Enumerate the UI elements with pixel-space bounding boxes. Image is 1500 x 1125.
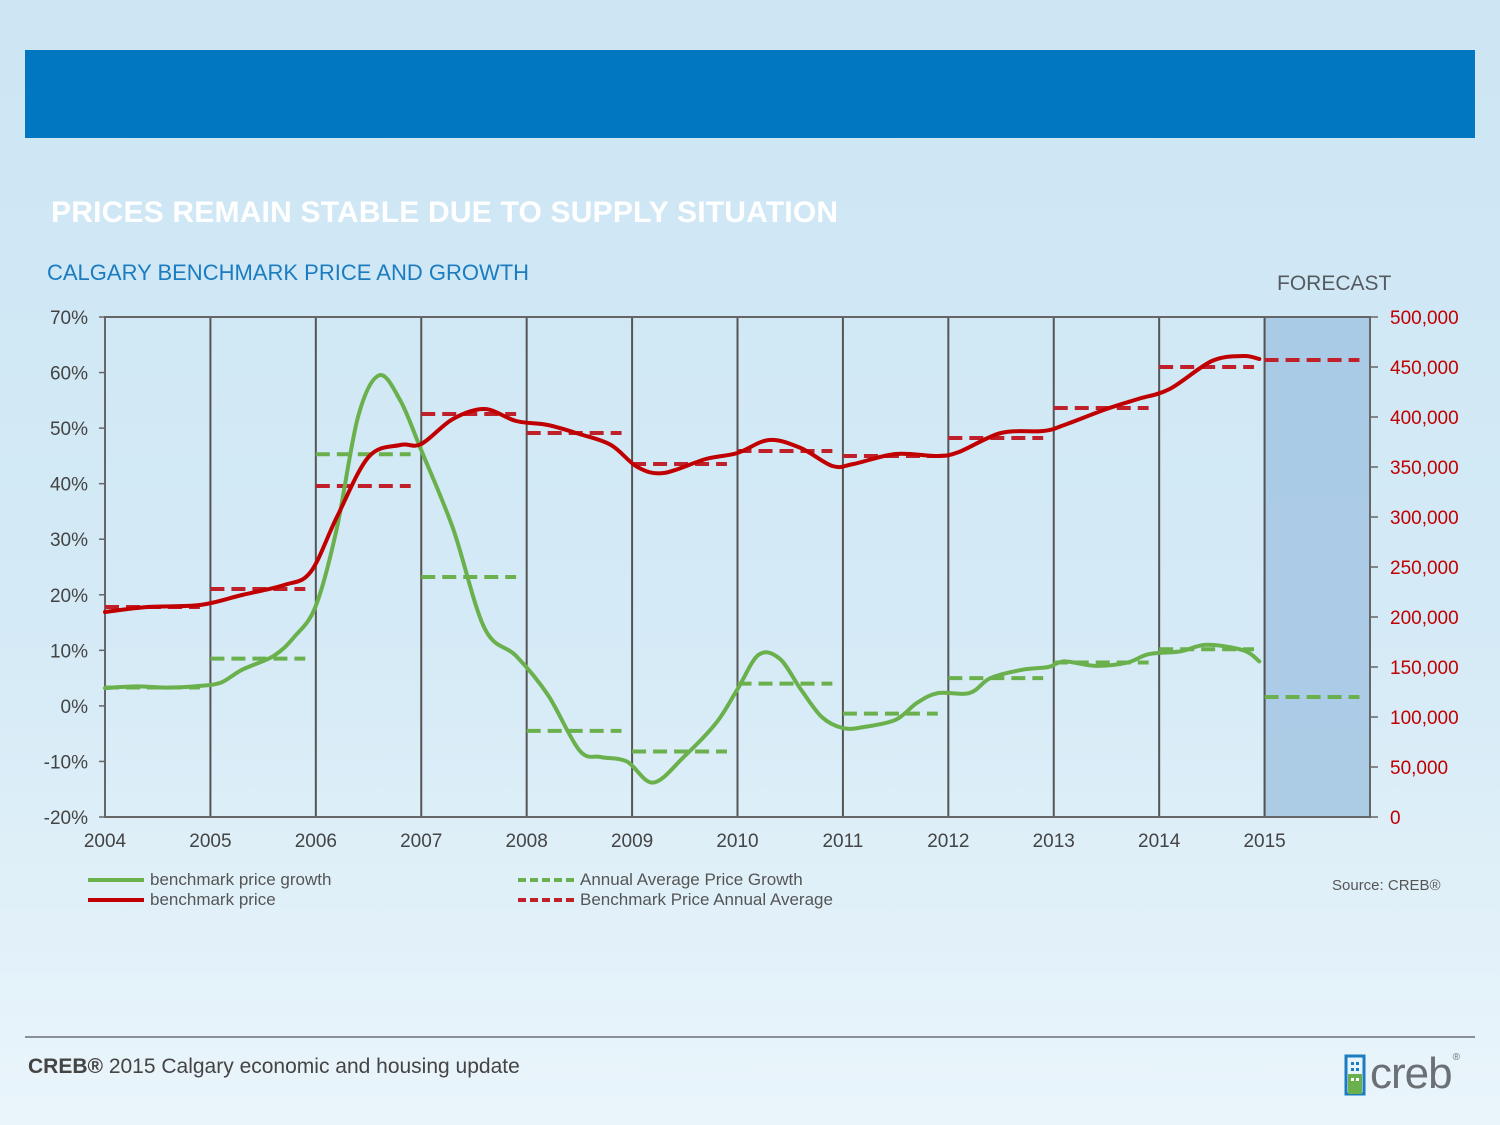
left-axis-ticks: 70% 60% 50% 40% 30% 20% 10% 0% -10% -20%: [44, 308, 105, 829]
left-tick-label: -20%: [44, 808, 88, 829]
right-axis-ticks: 500,000 450,000 400,000 350,000 300,000 250,0…: [1370, 308, 1459, 829]
right-tick-label: 250,000: [1390, 558, 1459, 579]
x-axis-ticks: 2004 2005 2006 2007 2008 2009 2010 2011 2012 2013…: [84, 831, 1286, 852]
series-annual-average-price-growth: [105, 452, 1360, 754]
right-tick-label: 0: [1390, 808, 1401, 829]
building-logo-icon: [1344, 1054, 1366, 1096]
x-tick-label: 2008: [506, 831, 548, 852]
logo-wordmark: creb: [1370, 1049, 1453, 1098]
right-tick-label: 450,000: [1390, 358, 1459, 379]
left-tick-label: 50%: [50, 419, 88, 440]
footer-brand: CREB®: [28, 1055, 103, 1078]
left-tick-label: 60%: [50, 364, 88, 385]
x-tick-label: 2004: [84, 831, 127, 852]
left-tick-label: 10%: [50, 641, 88, 662]
right-tick-label: 400,000: [1390, 408, 1459, 429]
x-tick-label: 2012: [927, 831, 969, 852]
series-benchmark-price-growth: [103, 373, 1262, 785]
right-tick-label: 200,000: [1390, 608, 1459, 629]
header-bar: [25, 50, 1475, 138]
creb-logo: creb ®: [1344, 1052, 1460, 1096]
x-tick-label: 2014: [1138, 831, 1181, 852]
right-tick-label: 300,000: [1390, 508, 1459, 529]
x-tick-label: 2013: [1033, 831, 1075, 852]
left-tick-label: 30%: [50, 530, 88, 551]
forecast-band: [1263, 316, 1372, 818]
footer-caption: 2015 Calgary economic and housing update: [102, 1055, 520, 1078]
series-benchmark-price-annual-average: [105, 358, 1360, 609]
series-layer: [103, 353, 1360, 785]
slide-title: PRICES REMAIN STABLE DUE TO SUPPLY SITUA…: [51, 196, 839, 229]
x-tick-label: 2011: [822, 831, 863, 852]
footer-divider: [25, 1036, 1475, 1038]
logo-registered: ®: [1452, 1052, 1460, 1063]
x-tick-label: 2015: [1243, 831, 1285, 852]
series-benchmark-price: [103, 353, 1262, 614]
source-note: Source: CREB®: [1332, 877, 1441, 894]
x-tick-label: 2007: [400, 831, 442, 852]
x-tick-label: 2009: [611, 831, 653, 852]
x-tick-label: 2006: [295, 831, 337, 852]
vertical-gridlines: [209, 317, 1266, 817]
x-tick-label: 2005: [189, 831, 231, 852]
right-tick-label: 150,000: [1390, 658, 1459, 679]
right-tick-label: 50,000: [1390, 758, 1448, 779]
left-tick-label: 40%: [50, 475, 88, 496]
left-tick-label: 20%: [50, 586, 88, 607]
forecast-label: FORECAST: [1277, 272, 1392, 295]
left-tick-label: -10%: [44, 752, 88, 773]
x-tick-label: 2010: [716, 831, 758, 852]
left-tick-label: 70%: [50, 308, 88, 329]
right-tick-label: 350,000: [1390, 458, 1459, 479]
left-tick-label: 0%: [61, 697, 89, 718]
right-tick-label: 100,000: [1390, 708, 1459, 729]
right-tick-label: 500,000: [1390, 308, 1459, 329]
footer-text: CREB® 2015 Calgary economic and housing …: [28, 1055, 520, 1079]
chart-title: CALGARY BENCHMARK PRICE AND GROWTH: [47, 260, 530, 285]
